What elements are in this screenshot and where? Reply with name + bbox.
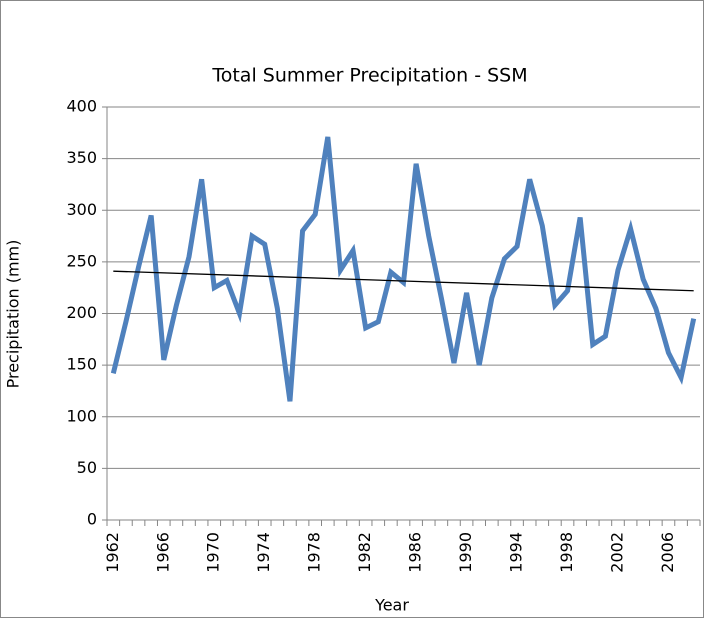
x-tick-label: 1982 [355, 532, 374, 573]
x-tick-label: 1998 [557, 532, 576, 573]
x-tick-label: 1966 [153, 532, 172, 573]
x-tick-label: 1970 [204, 532, 223, 573]
x-tick-label: 1986 [406, 532, 425, 573]
y-tick-label: 200 [66, 303, 97, 322]
trend-line [113, 270, 694, 292]
data-line [110, 136, 697, 402]
y-tick-label: 300 [66, 200, 97, 219]
y-tick-label: 150 [66, 355, 97, 374]
x-tick-label: 1974 [254, 532, 273, 573]
x-tick-label: 2002 [607, 532, 626, 573]
y-tick-label: 100 [66, 406, 97, 425]
x-tick-label: 1994 [507, 532, 526, 573]
y-tick-label: 250 [66, 251, 97, 270]
y-tick-label: 50 [77, 458, 97, 477]
y-tick-label: 400 [66, 97, 97, 116]
x-tick-label: 2006 [658, 532, 677, 573]
x-tick-label: 1978 [305, 532, 324, 573]
y-tick-label: 350 [66, 148, 97, 167]
y-tick-label: 0 [87, 510, 97, 529]
x-tick-label: 1962 [103, 532, 122, 573]
x-tick-label: 1990 [456, 532, 475, 573]
x-axis-label: Year [374, 596, 409, 615]
chart-title: Total Summer Precipitation - SSM [211, 65, 527, 87]
y-axis-label: Precipitation (mm) [4, 240, 23, 389]
